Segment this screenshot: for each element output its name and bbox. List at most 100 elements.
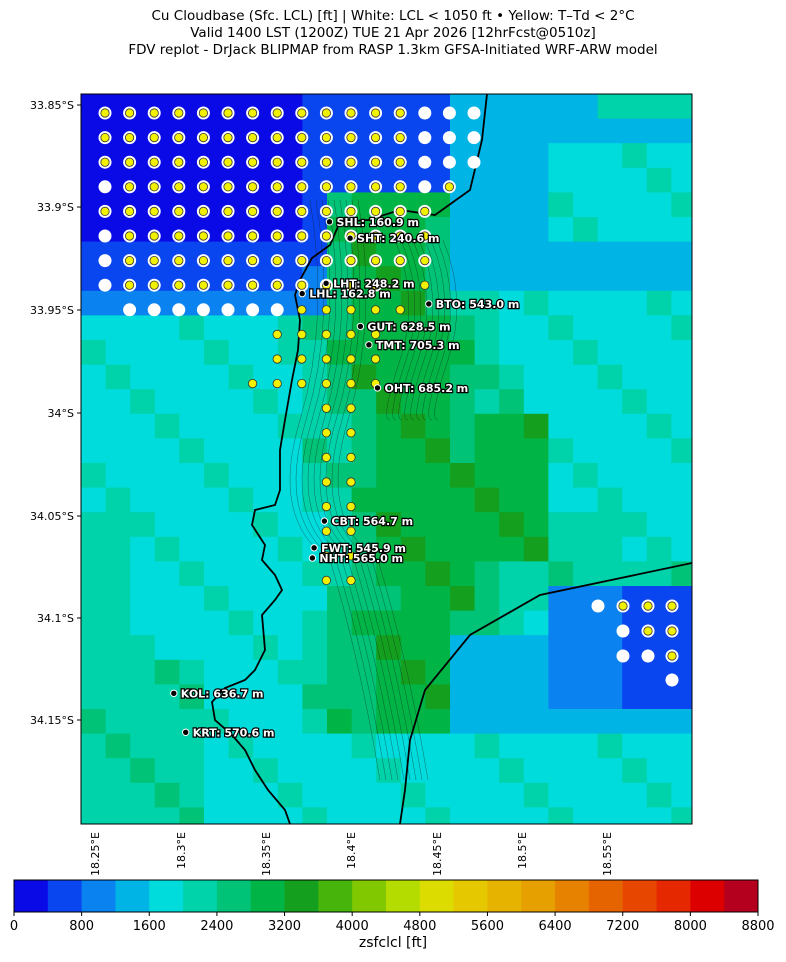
heatmap-cell xyxy=(622,758,648,784)
heatmap-cell xyxy=(523,610,549,636)
dewpoint-spread-marker xyxy=(125,280,135,290)
heatmap-cell xyxy=(671,167,692,193)
dewpoint-spread-marker xyxy=(174,206,184,216)
heatmap-cell xyxy=(105,635,131,661)
dewpoint-spread-marker xyxy=(346,305,356,315)
heatmap-cell xyxy=(450,659,476,685)
heatmap-cell xyxy=(425,438,451,464)
heatmap-cell xyxy=(154,438,180,464)
colorbar-tick-label: 800 xyxy=(69,919,94,934)
heatmap-cell xyxy=(81,610,107,636)
dewpoint-spread-marker xyxy=(395,255,405,266)
heatmap-cell xyxy=(154,782,180,808)
dewpoint-spread-marker xyxy=(174,108,184,118)
colorbar-tick-label: 4800 xyxy=(403,919,436,934)
heatmap-cell xyxy=(548,217,574,243)
heatmap-cell xyxy=(548,241,574,267)
y-tick-label: 34.1°S xyxy=(37,612,74,625)
heatmap-cell xyxy=(179,586,205,612)
heatmap-cell xyxy=(327,782,353,808)
heatmap-cell xyxy=(671,512,692,538)
dewpoint-spread-marker xyxy=(297,157,307,167)
heatmap-cell xyxy=(204,340,230,366)
dewpoint-spread-marker xyxy=(198,182,208,192)
heatmap-cell xyxy=(81,758,107,784)
heatmap-cell xyxy=(573,340,599,366)
heatmap-cell xyxy=(671,241,692,267)
dewpoint-spread-marker xyxy=(297,354,307,364)
colorbar-swatch xyxy=(352,880,387,912)
heatmap-cell xyxy=(474,241,500,267)
heatmap-cell xyxy=(376,659,402,685)
dewpoint-spread-marker xyxy=(174,231,184,241)
heatmap-cell xyxy=(204,463,230,489)
lcl-low-marker xyxy=(442,106,456,120)
heatmap-cell xyxy=(351,659,377,685)
terrain-contour xyxy=(337,199,429,781)
dewpoint-spread-marker xyxy=(321,305,331,315)
dewpoint-spread-marker xyxy=(395,231,405,241)
station-label: KOL: 636.7 m xyxy=(181,687,264,700)
heatmap-cell xyxy=(646,192,672,218)
dewpoint-spread-marker xyxy=(618,601,628,611)
colorbar-tick-label: 8800 xyxy=(741,919,774,934)
heatmap-cell xyxy=(573,536,599,562)
heatmap-cell xyxy=(204,413,230,439)
heatmap-cell xyxy=(81,438,107,464)
heatmap-cell xyxy=(204,610,230,636)
dewpoint-spread-marker xyxy=(346,428,356,438)
heatmap-cell xyxy=(671,463,692,489)
terrain-contour xyxy=(386,239,410,421)
heatmap-cell xyxy=(646,438,672,464)
heatmap-cell xyxy=(302,733,328,759)
heatmap-cell xyxy=(302,709,328,735)
heatmap-cell xyxy=(523,463,549,489)
dewpoint-spread-marker xyxy=(198,280,208,290)
heatmap-cell xyxy=(646,290,672,316)
heatmap-cell xyxy=(81,290,107,316)
heatmap-cell xyxy=(597,241,623,267)
heatmap-cell xyxy=(597,143,623,169)
heatmap-cell xyxy=(622,266,648,292)
heatmap-cell xyxy=(204,389,230,415)
heatmap-cell xyxy=(327,635,353,661)
heatmap-cell xyxy=(351,684,377,710)
heatmap-cell xyxy=(622,94,648,120)
heatmap-cell xyxy=(597,659,623,685)
colorbar-tick-label: 5600 xyxy=(471,919,504,934)
heatmap-cell xyxy=(523,167,549,193)
heatmap-cell xyxy=(597,758,623,784)
dewpoint-spread-marker xyxy=(223,108,233,118)
heatmap-cell xyxy=(425,635,451,661)
heatmap-cell xyxy=(376,807,402,824)
heatmap-cell xyxy=(130,782,156,808)
heatmap-cell xyxy=(302,586,328,612)
lcl-low-marker xyxy=(665,673,679,687)
heatmap-cell xyxy=(204,635,230,661)
heatmap-cell xyxy=(277,782,303,808)
heatmap-cell xyxy=(81,709,107,735)
heatmap-cell xyxy=(597,290,623,316)
dewpoint-spread-marker xyxy=(297,108,307,118)
colorbar-swatch xyxy=(14,880,49,912)
heatmap-cell xyxy=(450,561,476,587)
heatmap-cell xyxy=(548,561,574,587)
heatmap-cell xyxy=(548,340,574,366)
dewpoint-spread-marker xyxy=(174,182,184,192)
heatmap-cell xyxy=(523,709,549,735)
heatmap-cell xyxy=(105,610,131,636)
heatmap-cell xyxy=(474,610,500,636)
heatmap-cell xyxy=(81,340,107,366)
heatmap-cell xyxy=(597,315,623,341)
heatmap-cell xyxy=(351,733,377,759)
dewpoint-spread-marker xyxy=(321,378,331,389)
heatmap-cell xyxy=(450,463,476,489)
station-label: SHL: 160.9 m xyxy=(337,216,419,229)
heatmap-cell xyxy=(450,340,476,366)
heatmap-cell xyxy=(425,807,451,824)
heatmap-cell xyxy=(376,684,402,710)
lcl-low-marker xyxy=(172,303,186,317)
heatmap-cell xyxy=(548,94,574,120)
heatmap-cell xyxy=(646,782,672,808)
heatmap-cell xyxy=(671,782,692,808)
